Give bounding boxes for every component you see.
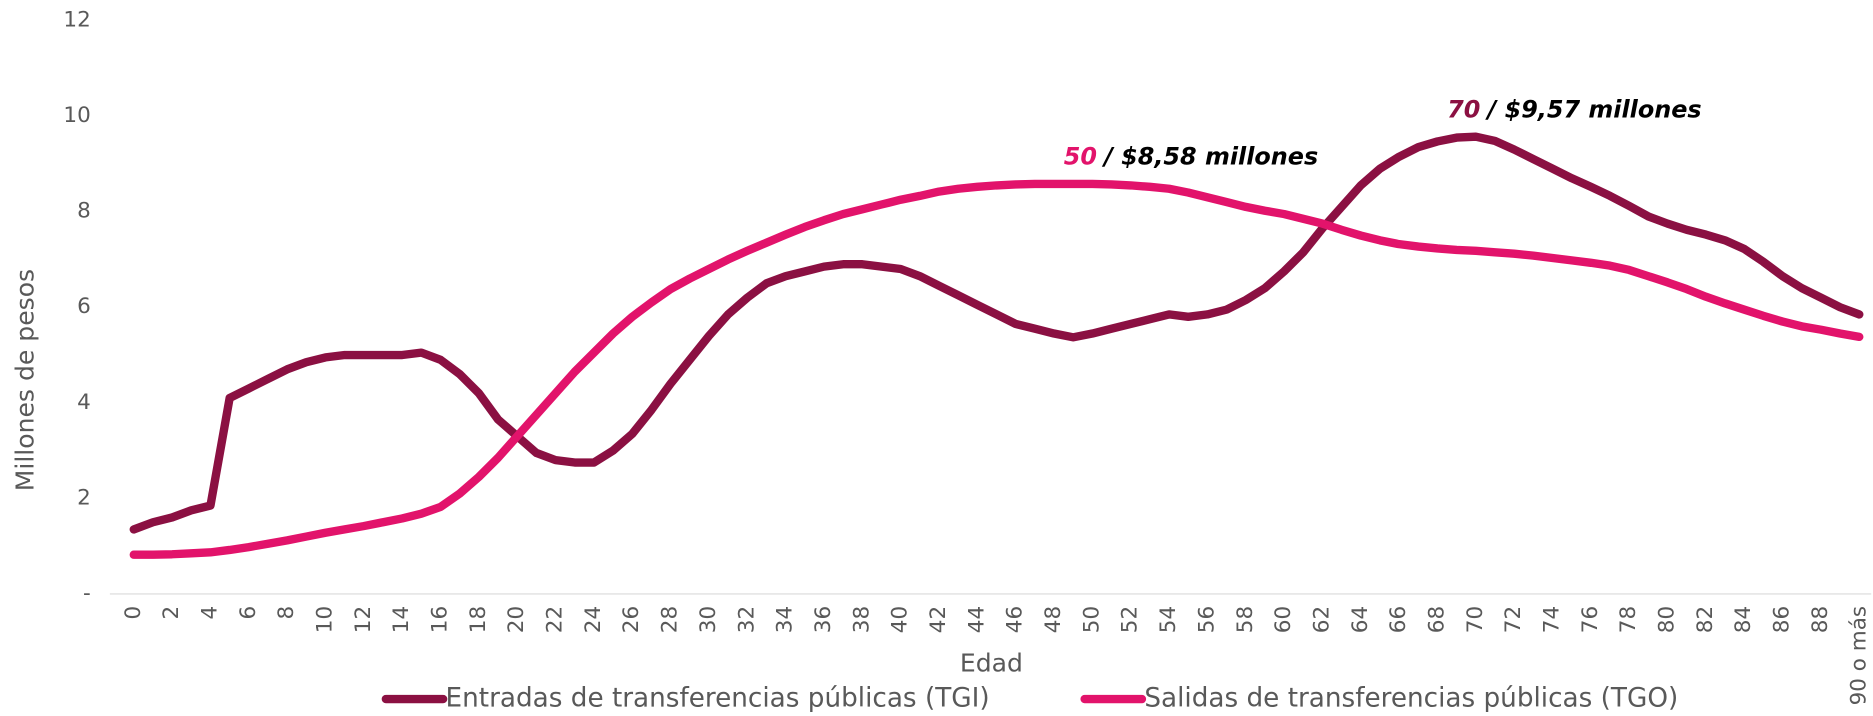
x-tick-label: 54	[1156, 606, 1181, 633]
x-tick-label: 8	[274, 606, 299, 620]
x-tick-label: 76	[1578, 606, 1603, 633]
annotation: 50/ $8,58 millones	[1064, 143, 1319, 171]
legend-label: Salidas de transferencias públicas (TGO)	[1144, 684, 1678, 714]
x-tick-label: 44	[964, 606, 989, 633]
x-tick-label: 84	[1731, 606, 1756, 633]
x-tick-label: 0	[121, 606, 146, 620]
x-tick-label: 30	[696, 606, 721, 633]
annotation-text: / $9,57 millones	[1485, 95, 1702, 123]
x-tick-label: 52	[1118, 606, 1143, 633]
x-tick-label: 4	[197, 606, 222, 620]
x-tick-label: 40	[888, 606, 913, 633]
x-tick-label: 90 o más	[1846, 606, 1871, 706]
x-tick-label: 72	[1501, 606, 1526, 633]
y-tick-label: -	[83, 581, 91, 606]
x-tick-label: 38	[849, 606, 874, 633]
annotation-label: 70	[1447, 95, 1480, 123]
x-tick-label: 2	[159, 606, 184, 620]
x-tick-label: 50	[1079, 606, 1104, 633]
y-tick-label: 8	[77, 199, 91, 224]
x-tick-label: 14	[389, 606, 414, 633]
x-tick-label: 64	[1348, 606, 1373, 633]
x-tick-label: 36	[811, 606, 836, 633]
x-tick-label: 28	[658, 606, 683, 633]
x-tick-label: 68	[1424, 606, 1449, 633]
x-tick-label: 80	[1655, 606, 1680, 633]
annotation-text: / $8,58 millones	[1101, 143, 1318, 171]
y-axis-title: Millones de pesos	[10, 269, 39, 491]
x-tick-label: 78	[1616, 606, 1641, 633]
x-tick-label: 82	[1693, 606, 1718, 633]
x-tick-label: 86	[1770, 606, 1795, 633]
y-tick-label: 2	[77, 485, 91, 510]
x-tick-label: 6	[236, 606, 261, 620]
legend-label: Entradas de transferencias públicas (TGI…	[446, 684, 990, 714]
x-tick-label: 34	[773, 606, 798, 633]
x-tick-label: 60	[1271, 606, 1296, 633]
x-tick-label: 18	[466, 606, 491, 633]
annotation: 70/ $9,57 millones	[1447, 95, 1702, 123]
x-tick-label: 20	[504, 606, 529, 633]
x-tick-label: 12	[351, 606, 376, 633]
x-tick-label: 42	[926, 606, 951, 633]
x-tick-label: 22	[543, 606, 568, 633]
y-tick-label: 12	[63, 8, 90, 33]
x-tick-label: 58	[1233, 606, 1258, 633]
y-tick-label: 10	[63, 103, 90, 128]
y-tick-label: 6	[77, 294, 91, 319]
x-tick-label: 46	[1003, 606, 1028, 633]
x-tick-label: 74	[1540, 606, 1565, 633]
x-tick-label: 66	[1386, 606, 1411, 633]
x-tick-label: 16	[428, 606, 453, 633]
series-line	[129, 179, 1864, 559]
x-tick-label: 32	[734, 606, 759, 633]
x-tick-label: 88	[1808, 606, 1833, 633]
x-tick-label: 48	[1041, 606, 1066, 633]
x-tick-label: 24	[581, 606, 606, 633]
series-line	[129, 132, 1864, 534]
x-tick-label: 56	[1194, 606, 1219, 633]
x-tick-label: 26	[619, 606, 644, 633]
y-tick-label: 4	[77, 390, 91, 415]
x-axis-title: Edad	[960, 648, 1023, 677]
annotation-label: 50	[1064, 143, 1097, 171]
x-tick-label: 10	[313, 606, 338, 633]
x-tick-label: 70	[1463, 606, 1488, 633]
x-tick-label: 62	[1309, 606, 1334, 633]
